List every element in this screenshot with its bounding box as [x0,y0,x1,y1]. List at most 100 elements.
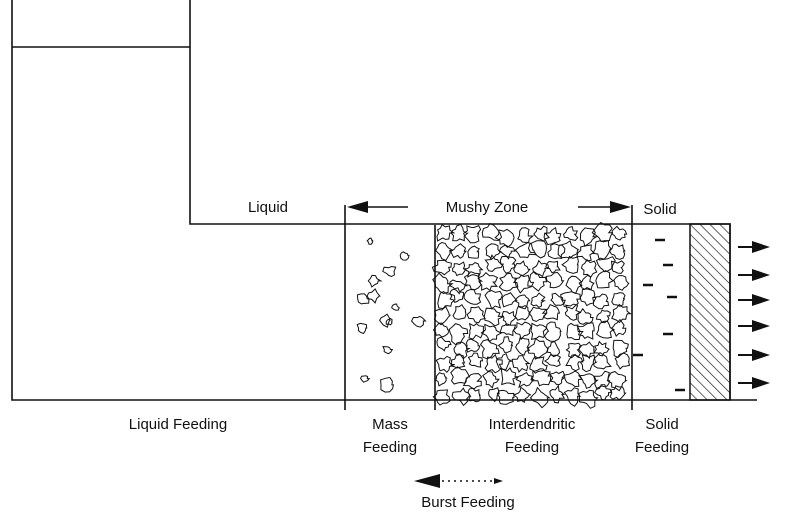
arrow-head [752,294,770,306]
grain [549,370,566,386]
grain [432,389,451,406]
grain [366,237,374,245]
grain [546,341,561,356]
grain [592,352,612,370]
grain [463,271,484,291]
grain [356,293,370,305]
grain [514,274,535,294]
dendrites [356,221,685,409]
grain [577,307,594,325]
grain [576,322,595,340]
grain [529,355,548,374]
grain [578,389,599,409]
grain [484,289,503,310]
grain [614,352,631,370]
grain [495,353,513,370]
grain [436,336,452,352]
cooling-arrows [738,241,770,389]
grain [606,370,628,392]
grain [595,309,611,324]
grain [479,339,500,360]
grain [466,306,486,324]
grain [531,368,552,387]
feeding-label: Solid [645,416,678,433]
grain [528,306,548,323]
grain [563,225,579,241]
grain [450,354,466,369]
grain [580,258,598,278]
grain [613,275,630,291]
grain [435,355,455,374]
grain [448,323,469,346]
grain [578,274,595,291]
grain [610,260,625,274]
grain [498,272,519,292]
grain [529,386,552,409]
grain [463,289,482,305]
grain [512,321,533,341]
grain [565,342,582,359]
grain [484,254,505,272]
grain [515,371,535,389]
grain [356,322,368,335]
grain [560,291,581,310]
grain [380,376,395,393]
grain [611,292,626,307]
grain [527,337,549,360]
feeding-label: Feeding [635,439,689,456]
grain [467,245,480,259]
feeding-label: Burst Feeding [421,494,514,511]
grain [512,386,531,403]
grain [453,341,471,360]
arrow-head [752,269,770,281]
grain [465,338,481,353]
grain [514,305,532,321]
grain [382,265,397,278]
grain [564,303,582,321]
grain [549,384,566,404]
grain [496,389,515,405]
grain [462,224,482,244]
mushy-zone-arrows [347,201,631,213]
grain [435,372,448,387]
grain [411,315,427,328]
grain [433,304,452,326]
grain [481,222,503,242]
grain [385,317,393,326]
grain [432,322,451,338]
grain [530,322,550,341]
grain [478,272,499,292]
grain [595,270,614,289]
grain [501,310,518,327]
feeding-label: Feeding [505,439,559,456]
grain [437,291,456,310]
grain [545,271,565,289]
grain [451,387,472,407]
grain [360,375,371,383]
zone-label: Solid [643,201,676,218]
grain [366,288,381,304]
arrow-head [752,320,770,332]
grain [514,294,531,310]
burst-arrow [414,474,503,488]
grain [378,313,391,328]
grain [494,228,515,248]
grain [563,387,582,407]
grain [591,240,613,261]
grain [595,256,616,273]
grain [465,387,481,403]
grain [565,275,583,294]
vessel-outline [11,0,757,410]
grain [594,384,612,401]
grain [517,227,535,243]
grain [485,243,502,261]
grain [533,225,550,242]
grain [462,373,483,390]
grain [450,223,469,242]
grain [566,322,584,340]
grain [542,303,561,321]
feeding-label: Interdendritic [489,416,576,433]
grain [480,323,502,343]
grain [500,367,519,386]
grain [543,353,562,368]
